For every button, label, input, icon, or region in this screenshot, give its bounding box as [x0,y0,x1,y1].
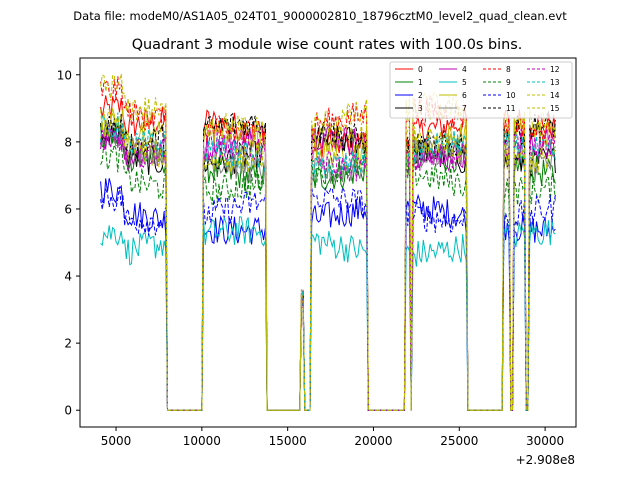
series-line-2 [100,178,556,411]
legend-label: 5 [462,78,467,87]
legend-label: 1 [418,78,423,87]
series-line-10 [100,185,556,411]
legend-label: 2 [418,91,423,100]
legend-box [389,61,573,119]
legend-label: 3 [418,104,423,113]
series-line-7 [100,119,556,411]
x-tick-label: 10000 [183,434,221,448]
legend-label: 15 [550,104,560,113]
legend-label: 11 [506,104,516,113]
x-tick-label: 15000 [269,434,307,448]
series-line-11 [100,110,556,411]
series-line-5 [100,216,556,411]
series-line-0 [100,95,556,411]
series-line-15 [100,108,556,411]
chart-title: Quadrant 3 module wise count rates with … [132,37,523,53]
y-tick-label: 4 [64,270,72,284]
legend-label: 10 [506,91,516,100]
y-tick-label: 0 [64,404,72,418]
legend-label: 4 [462,65,467,74]
y-tick-label: 6 [64,202,72,216]
legend-label: 7 [462,104,467,113]
legend-label: 12 [550,65,560,74]
legend-label: 14 [550,91,560,100]
x-axis: 5000 10000 15000 20000 25000 30000 [101,427,564,448]
x-tick-label: 30000 [526,434,564,448]
chart-suptitle: Data file: modeM0/AS1A05_024T01_90000028… [73,9,567,23]
legend-label: 8 [506,65,511,74]
plot-area [100,73,556,411]
y-tick-label: 10 [57,68,72,82]
x-tick-label: 20000 [354,434,392,448]
legend-label: 6 [462,91,467,100]
series-line-9 [100,140,556,411]
y-tick-label: 8 [64,135,72,149]
legend-label: 13 [550,78,560,87]
x-tick-label: 25000 [440,434,478,448]
legend-label: 0 [418,65,423,74]
axes-frame [79,57,577,428]
series-line-13 [100,112,556,411]
y-axis: 0 2 4 6 8 10 [57,68,80,418]
x-tick-label: 5000 [101,434,132,448]
x-axis-offset-label: +2.908e8 [516,453,575,467]
legend-label: 9 [506,78,511,87]
y-tick-label: 2 [64,337,72,351]
